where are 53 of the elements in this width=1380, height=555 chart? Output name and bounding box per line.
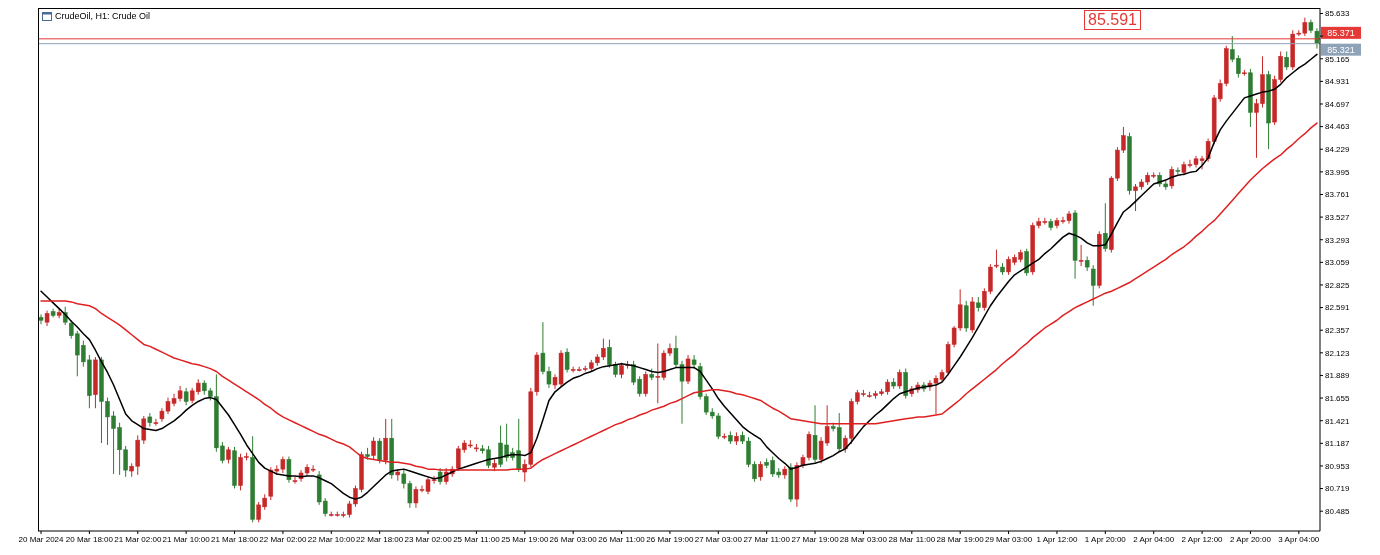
x-tick-label: 22 Mar 18:00 (356, 534, 404, 544)
x-tick-label: 28 Mar 03:00 (839, 534, 888, 544)
y-tick-label: 82.123 (1325, 348, 1351, 358)
y-tick-label: 83.761 (1325, 190, 1351, 200)
y-tick-label: 82.591 (1325, 303, 1351, 313)
annotation: 85.591 (1084, 10, 1141, 30)
x-tick-label: 27 Mar 03:00 (694, 534, 743, 544)
x-tick-label: 20 Mar 18:00 (65, 534, 114, 544)
x-tick-label: 20 Mar 2024 (18, 534, 65, 544)
x-tick-label: 1 Apr 12:00 (1036, 534, 1078, 544)
y-tick-label: 82.825 (1325, 280, 1351, 290)
x-tick-label: 26 Mar 11:00 (598, 534, 646, 544)
x-tick-label: 21 Mar 10:00 (162, 534, 211, 544)
ref-line-label: 85.371 (1327, 28, 1355, 39)
y-tick-label: 84.931 (1325, 77, 1351, 87)
x-tick-label: 28 Mar 19:00 (936, 534, 985, 544)
y-tick-label: 81.421 (1325, 416, 1351, 426)
x-tick-label: 22 Mar 10:00 (307, 534, 356, 544)
y-tick-label: 83.059 (1325, 258, 1351, 268)
x-tick-label: 21 Mar 02:00 (114, 534, 162, 544)
y-tick-label: 81.889 (1325, 371, 1351, 381)
x-tick-label: 2 Apr 20:00 (1230, 534, 1272, 544)
y-tick-label: 82.357 (1325, 326, 1351, 336)
y-tick-label: 85.165 (1325, 54, 1351, 64)
y-tick-label: 81.655 (1325, 393, 1351, 403)
x-tick-label: 27 Mar 11:00 (743, 534, 791, 544)
x-tick-label: 28 Mar 11:00 (888, 534, 936, 544)
x-tick-label: 2 Apr 04:00 (1133, 534, 1175, 544)
x-tick-label: 25 Mar 11:00 (453, 534, 501, 544)
x-tick-label: 21 Mar 18:00 (210, 534, 259, 544)
x-tick-label: 25 Mar 19:00 (501, 534, 549, 544)
y-tick-label: 83.995 (1325, 167, 1351, 177)
x-tick-label: 3 Apr 04:00 (1278, 534, 1320, 544)
x-tick-label: 26 Mar 03:00 (549, 534, 598, 544)
chart-title: CrudeOil, H1: Crude Oil (55, 11, 151, 21)
y-tick-label: 84.463 (1325, 122, 1351, 132)
x-tick-label: 2 Apr 12:00 (1181, 534, 1224, 544)
y-tick-label: 80.953 (1325, 461, 1351, 471)
x-tick-label: 26 Mar 19:00 (646, 534, 695, 544)
y-tick-label: 80.485 (1325, 507, 1351, 517)
y-tick-label: 84.697 (1325, 99, 1351, 109)
y-tick-label: 80.719 (1325, 484, 1351, 494)
y-tick-label: 85.633 (1325, 9, 1351, 19)
y-tick-label: 81.187 (1325, 439, 1351, 449)
x-tick-label: 29 Mar 03:00 (985, 534, 1033, 544)
y-tick-label: 83.527 (1325, 212, 1351, 222)
ref-line-label: 85.321 (1327, 45, 1355, 56)
y-tick-label: 83.293 (1325, 235, 1351, 245)
y-tick-label: 84.229 (1325, 145, 1351, 155)
x-tick-label: 22 Mar 02:00 (259, 534, 308, 544)
x-tick-label: 27 Mar 19:00 (791, 534, 840, 544)
x-tick-label: 1 Apr 20:00 (1084, 534, 1127, 544)
x-tick-label: 23 Mar 02:00 (404, 534, 453, 544)
